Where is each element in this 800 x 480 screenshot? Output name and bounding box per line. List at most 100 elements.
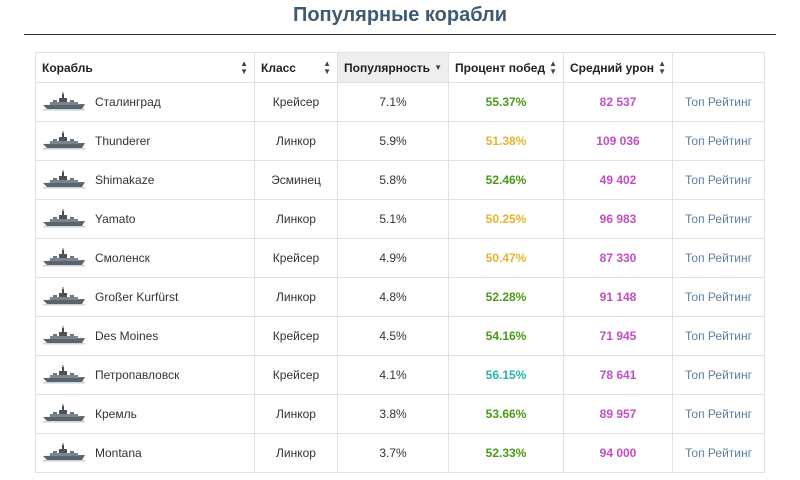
ships-table-container: Корабль ▲ ▼ Класс ▲ ▼ Популярность ▼ Проце… [35,52,765,473]
cell-winrate: 53.66% [448,394,564,434]
table-row: Yamato Линкор 5.1% 50.25% 96 983 Топ Рейтинг [35,199,765,239]
cell-ship: Shimakaze [35,160,255,200]
column-header-label: Средний урон [570,60,655,75]
cell-popularity: 3.7% [337,433,449,473]
top-rating-link[interactable]: Топ Рейтинг [672,121,765,161]
warship-icon [42,209,86,229]
cell-damage: 94 000 [563,433,673,473]
cell-class: Крейсер [254,355,338,395]
cell-winrate: 52.46% [448,160,564,200]
cell-ship: Des Moines [35,316,255,356]
warship-icon [42,326,86,346]
warship-icon [42,287,86,307]
ship-name: Montana [95,446,142,460]
ship-name: Петропавловск [95,368,180,382]
table-row: Großer Kurfürst Линкор 4.8% 52.28% 91 148 Топ… [35,277,765,317]
column-header-label: Популярность [344,60,431,75]
cell-ship: Yamato [35,199,255,239]
sort-arrows-icon: ▲ ▼ [323,58,331,76]
column-header-ship[interactable]: Корабль ▲ ▼ [35,52,255,83]
sort-arrows-icon: ▲ ▼ [549,58,557,76]
cell-damage: 87 330 [563,238,673,278]
cell-damage: 89 957 [563,394,673,434]
top-rating-link[interactable]: Топ Рейтинг [672,160,765,200]
page-title: Популярные корабли [292,4,508,26]
cell-class: Крейсер [254,238,338,278]
table-row: Montana Линкор 3.7% 52.33% 94 000 Топ Рейтинг [35,433,765,473]
cell-popularity: 3.8% [337,394,449,434]
ship-name: Thunderer [95,134,151,148]
table-row: Shimakaze Эсминец 5.8% 52.46% 49 402 Топ Рейт… [35,160,765,200]
ship-name: Großer Kurfürst [95,290,179,304]
column-header-actions [672,52,765,83]
sort-desc-icon: ▼ [434,62,442,72]
warship-icon [42,170,86,190]
cell-damage: 91 148 [563,277,673,317]
warship-icon [42,404,86,424]
cell-ship: Кремль [35,394,255,434]
cell-popularity: 4.1% [337,355,449,395]
ship-name: Смоленск [95,251,150,265]
warship-icon [42,365,86,385]
cell-class: Линкор [254,121,338,161]
top-rating-link[interactable]: Топ Рейтинг [672,394,765,434]
cell-popularity: 4.5% [337,316,449,356]
table-row: Петропавловск Крейсер 4.1% 56.15% 78 641 Топ … [35,355,765,395]
sort-arrows-icon: ▲ ▼ [240,58,248,76]
column-header-winrate[interactable]: Процент побед ▲ ▼ [448,52,564,83]
cell-popularity: 7.1% [337,82,449,122]
top-rating-link[interactable]: Топ Рейтинг [672,316,765,356]
cell-class: Крейсер [254,82,338,122]
top-rating-link[interactable]: Топ Рейтинг [672,433,765,473]
table-row: Кремль Линкор 3.8% 53.66% 89 957 Топ Рейтинг [35,394,765,434]
cell-class: Линкор [254,199,338,239]
cell-popularity: 5.8% [337,160,449,200]
cell-winrate: 51.38% [448,121,564,161]
column-header-label: Класс [261,60,296,75]
table-row: Des Moines Крейсер 4.5% 54.16% 71 945 Топ Рей… [35,316,765,356]
cell-ship: Петропавловск [35,355,255,395]
warship-icon [42,248,86,268]
cell-winrate: 50.47% [448,238,564,278]
cell-winrate: 56.15% [448,355,564,395]
cell-winrate: 55.37% [448,82,564,122]
cell-ship: Сталинград [35,82,255,122]
cell-class: Эсминец [254,160,338,200]
cell-damage: 109 036 [563,121,673,161]
ship-name: Кремль [95,407,137,421]
column-header-popularity[interactable]: Популярность ▼ [337,52,449,83]
top-rating-link[interactable]: Топ Рейтинг [672,238,765,278]
top-rating-link[interactable]: Топ Рейтинг [672,82,765,122]
column-header-class[interactable]: Класс ▲ ▼ [254,52,338,83]
top-rating-link[interactable]: Топ Рейтинг [672,277,765,317]
cell-class: Линкор [254,277,338,317]
column-header-damage[interactable]: Средний урон ▲ ▼ [563,52,673,83]
table-row: Thunderer Линкор 5.9% 51.38% 109 036 Топ Рейт… [35,121,765,161]
ship-name: Des Moines [95,329,159,343]
cell-damage: 82 537 [563,82,673,122]
cell-class: Линкор [254,433,338,473]
ship-name: Shimakaze [95,173,155,187]
column-header-label: Корабль [42,60,93,75]
top-rating-link[interactable]: Топ Рейтинг [672,199,765,239]
cell-damage: 71 945 [563,316,673,356]
cell-popularity: 4.8% [337,277,449,317]
cell-damage: 96 983 [563,199,673,239]
sort-arrows-icon: ▲ ▼ [658,58,666,76]
cell-class: Крейсер [254,316,338,356]
table-row: Смоленск Крейсер 4.9% 50.47% 87 330 Топ Рейти… [35,238,765,278]
warship-icon [42,443,86,463]
ship-name: Yamato [95,212,136,226]
cell-popularity: 5.1% [337,199,449,239]
ship-name: Сталинград [95,95,161,109]
top-rating-link[interactable]: Топ Рейтинг [672,355,765,395]
warship-icon [42,131,86,151]
cell-winrate: 54.16% [448,316,564,356]
cell-winrate: 52.28% [448,277,564,317]
title-divider [24,34,776,35]
cell-ship: Смоленск [35,238,255,278]
table-row: Сталинград Крейсер 7.1% 55.37% 82 537 Топ Рей… [35,82,765,122]
cell-winrate: 52.33% [448,433,564,473]
cell-ship: Thunderer [35,121,255,161]
cell-ship: Großer Kurfürst [35,277,255,317]
